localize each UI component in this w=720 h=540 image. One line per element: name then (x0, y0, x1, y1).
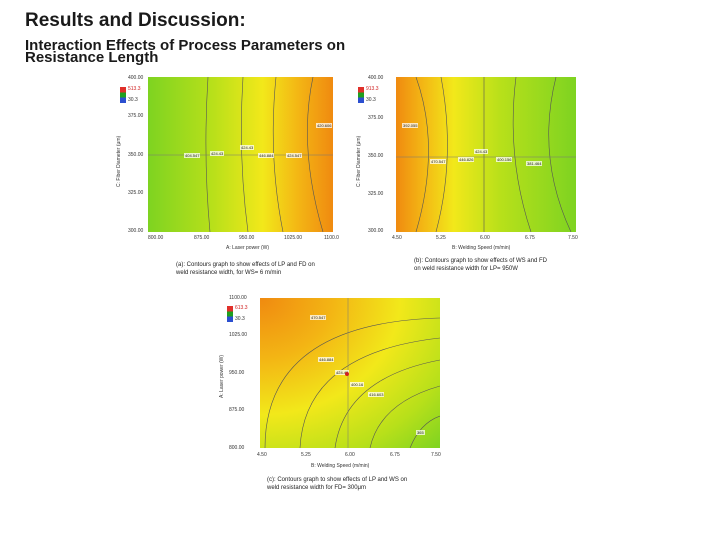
x-axis-label-b: B: Welding Speed (m/min) (452, 245, 511, 251)
contour-label: 446.884 (258, 153, 275, 158)
x-tick-b: 7.50 (568, 235, 578, 241)
y-axis-label-c: A: Laser power (W) (219, 354, 225, 398)
caption-line: (a): Contours graph to show effects of L… (176, 262, 315, 268)
contour-label: 446.884 (318, 357, 335, 362)
caption-line: weld resistance width, for WS= 6 m/min (176, 270, 282, 276)
contour-line (512, 77, 532, 232)
x-tick-a: 800.00 (148, 235, 164, 241)
contour-panel-a: 424.43 446.884 404.547 424.43 424.547 42… (108, 75, 358, 285)
contour-lines-b (396, 77, 576, 232)
x-tick-b: 6.00 (480, 235, 490, 241)
contour-label: 446.826 (458, 157, 475, 162)
caption-line: (c): Contours graph to show effects of L… (267, 477, 408, 483)
x-tick-a: 950.00 (239, 235, 255, 241)
contour-label: 392.055 (402, 123, 419, 128)
legend-low-c: 30.3 (235, 316, 245, 322)
contour-line (307, 77, 324, 232)
slide-title: Results and Discussion: (25, 10, 246, 31)
subtitle-line-1: Interaction Effects of Process Parameter… (25, 37, 346, 54)
x-tick-c: 6.75 (390, 452, 400, 458)
design-point-marker (345, 372, 349, 376)
legend-high-a: 513.3 (128, 86, 141, 92)
contour-line (409, 415, 440, 448)
contour-line (264, 317, 440, 448)
legend-swatch-c (227, 306, 233, 322)
caption-line: weld resistance width for FD= 300μm (267, 485, 366, 491)
contour-label: 424.43 (474, 149, 489, 154)
x-tick-a: 875.00 (194, 235, 210, 241)
contour-label: 424.43 (335, 370, 350, 375)
contour-line (548, 77, 572, 232)
contour-lines-a (148, 77, 333, 232)
y-tick-b: 325.00 (368, 191, 384, 197)
caption-c: (c): Contours graph to show effects of L… (267, 476, 407, 492)
x-tick-c: 5.25 (301, 452, 311, 458)
y-tick-a: 325.00 (128, 190, 144, 196)
y-axis-label-a: C: Fiber Diameter (μm) (116, 135, 122, 187)
contour-line (334, 359, 440, 448)
legend-high-c: 613.3 (235, 305, 248, 311)
y-tick-a: 375.00 (128, 113, 144, 119)
legend-high-b: 913.3 (366, 86, 379, 92)
contour-plot-b: 392.055 470.547 446.826 424.43 400.156 3… (396, 77, 576, 232)
x-tick-b: 5.25 (436, 235, 446, 241)
subtitle-line-2: Resistance Length (25, 49, 159, 66)
contour-label: 424.547 (286, 153, 303, 158)
x-tick-a: 1025.00 (284, 235, 303, 241)
contour-label: 470.547 (310, 315, 327, 320)
x-axis-label-a: A: Laser power (W) (226, 245, 270, 251)
y-tick-c: 875.00 (229, 407, 245, 413)
contour-line (205, 77, 211, 232)
legend-swatch-b (358, 87, 364, 103)
contour-panel-b: 392.055 470.547 446.826 424.43 400.156 3… (352, 75, 592, 285)
contour-label: 420.606 (316, 123, 333, 128)
legend-low-b: 30.3 (366, 97, 376, 103)
contour-line (272, 77, 284, 232)
contour-lines-c (264, 298, 440, 448)
legend-low-a: 30.3 (128, 97, 138, 103)
contour-label: 470.547 (430, 159, 447, 164)
contour-line (415, 77, 429, 232)
contour-label: 416.603 (368, 392, 385, 397)
contour-plot-c: 470.547 446.884 424.43 400.16 416.603 36… (260, 298, 440, 448)
contour-line (369, 385, 440, 448)
contour-line (435, 77, 448, 232)
x-axis-label-c: B: Welding Speed (m/min) (311, 463, 370, 469)
caption-b: (b): Contours graph to show effects of W… (414, 257, 547, 273)
contour-label: 424.43 (240, 145, 255, 150)
contour-plot-a: 424.43 446.884 404.547 424.43 424.547 42… (148, 77, 333, 232)
caption-line: (b): Contours graph to show effects of W… (414, 258, 547, 264)
caption-line: on weld resistance width for LP= 950W (414, 266, 518, 272)
contour-label: 404.547 (184, 153, 201, 158)
contour-label: 400.16 (350, 382, 365, 387)
legend-swatch-a (120, 87, 126, 103)
contour-panel-c: 470.547 446.884 424.43 400.16 416.603 36… (215, 290, 465, 505)
y-tick-c: 1100.00 (229, 295, 247, 301)
contour-label: 424.43 (210, 151, 225, 156)
y-tick-a: 300.00 (128, 228, 144, 234)
y-tick-b: 350.00 (368, 153, 384, 159)
y-tick-c: 800.00 (229, 445, 245, 451)
caption-a: (a): Contours graph to show effects of L… (176, 261, 315, 277)
x-tick-b: 4.50 (392, 235, 402, 241)
contour-line (241, 77, 249, 232)
x-tick-c: 6.00 (345, 452, 355, 458)
x-tick-c: 4.50 (257, 452, 267, 458)
y-tick-a: 400.00 (128, 75, 144, 81)
slide-subtitle: Interaction Effects of Process Parameter… (25, 37, 385, 66)
contour-label: 365 (416, 430, 425, 435)
contour-label: 381.464 (526, 161, 543, 166)
y-tick-b: 300.00 (368, 228, 384, 234)
contour-label: 400.156 (496, 157, 513, 162)
x-tick-b: 6.75 (525, 235, 535, 241)
y-tick-c: 1025.00 (229, 332, 248, 338)
y-tick-a: 350.00 (128, 152, 144, 158)
x-tick-a: 1100.0 (324, 235, 339, 241)
y-tick-b: 400.00 (368, 75, 384, 81)
x-tick-c: 7.50 (431, 452, 441, 458)
y-axis-label-b: C: Fiber Diameter (μm) (356, 135, 362, 187)
y-tick-b: 375.00 (368, 115, 384, 121)
y-tick-c: 950.00 (229, 370, 245, 376)
